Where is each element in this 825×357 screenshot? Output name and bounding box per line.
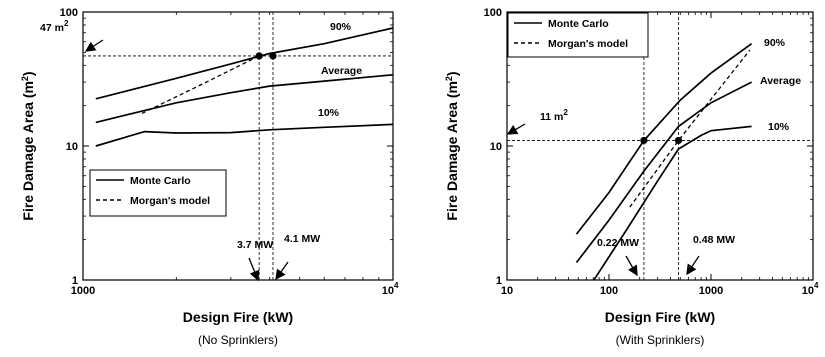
chart-caption: (No Sprinklers) <box>198 333 278 347</box>
area-annotation: 47 m2 <box>40 19 69 34</box>
intersection-point <box>674 136 683 145</box>
y-tick-label: 1 <box>72 275 78 287</box>
area-annotation: 11 m2 <box>540 108 568 123</box>
power-annotation: 0.48 MW <box>693 234 735 246</box>
power-annotation: 0.22 MW <box>597 237 639 249</box>
series-label: 10% <box>318 107 340 119</box>
x-axis-label: Design Fire (kW) <box>183 309 293 325</box>
y-tick-label: 10 <box>490 141 502 153</box>
x-tick-label: 100 <box>600 285 618 297</box>
y-tick-label: 10 <box>66 141 78 153</box>
area-annotation-superscript: 2 <box>64 19 69 28</box>
y-axis-label-superscript: 2 <box>444 76 454 81</box>
series-label: 10% <box>768 121 790 133</box>
x-axis-label: Design Fire (kW) <box>605 309 715 325</box>
chart-caption: (With Sprinklers) <box>616 333 705 347</box>
annotation-arrow <box>248 257 260 282</box>
series-line-90 <box>575 43 753 235</box>
annotation-arrow <box>625 255 638 277</box>
y-axis-label-text: Fire Damage Area (m <box>444 81 460 221</box>
y-tick-label: 100 <box>60 7 78 19</box>
series-line-10 <box>95 123 393 147</box>
y-axis-label-superscript: 2 <box>20 76 30 81</box>
y-axis-label: Fire Damage Area (m2) <box>20 71 36 220</box>
series-line-90 <box>95 27 393 100</box>
legend-label: Monte Carlo <box>130 175 191 187</box>
annotation-arrow <box>686 255 700 276</box>
y-axis-label-close: ) <box>444 71 460 76</box>
x-tick-exponent: 4 <box>394 281 399 290</box>
y-axis-label-text: Fire Damage Area (m <box>20 81 36 221</box>
x-tick-label: 10 <box>802 285 814 297</box>
intersection-point <box>269 52 277 60</box>
legend-label: Morgan's model <box>548 38 628 50</box>
series-label: Average <box>321 65 362 77</box>
legend-box <box>89 169 227 217</box>
series-line-average <box>95 73 393 124</box>
annotation-arrow <box>84 39 104 52</box>
power-annotation: 3.7 MW <box>237 239 273 251</box>
annotation-arrow <box>275 261 289 281</box>
area-annotation-superscript: 2 <box>563 108 568 117</box>
intersection-point <box>640 136 648 145</box>
series-line-10 <box>592 125 752 280</box>
x-tick-exponent: 4 <box>814 281 819 290</box>
power-annotation: 4.1 MW <box>284 233 320 245</box>
legend-label: Monte Carlo <box>548 18 609 30</box>
x-tick-label: 10 <box>382 285 394 297</box>
y-tick-label: 1 <box>496 275 502 287</box>
x-tick-label: 1000 <box>71 285 95 297</box>
intersection-point <box>255 52 263 60</box>
series-line-morgan-s-model <box>141 55 260 114</box>
y-axis-label: Fire Damage Area (m2) <box>444 71 460 220</box>
series-line-average <box>575 81 752 264</box>
series-label: 90% <box>330 21 352 33</box>
x-tick-label: 1000 <box>699 285 723 297</box>
y-axis-label-close: ) <box>20 71 36 76</box>
annotation-arrow <box>506 123 526 135</box>
series-label: Average <box>760 75 801 87</box>
legend-box <box>507 12 649 58</box>
series-label: 90% <box>764 37 786 49</box>
y-tick-label: 100 <box>484 7 502 19</box>
x-tick-label: 10 <box>501 285 513 297</box>
legend-label: Morgan's model <box>130 195 210 207</box>
